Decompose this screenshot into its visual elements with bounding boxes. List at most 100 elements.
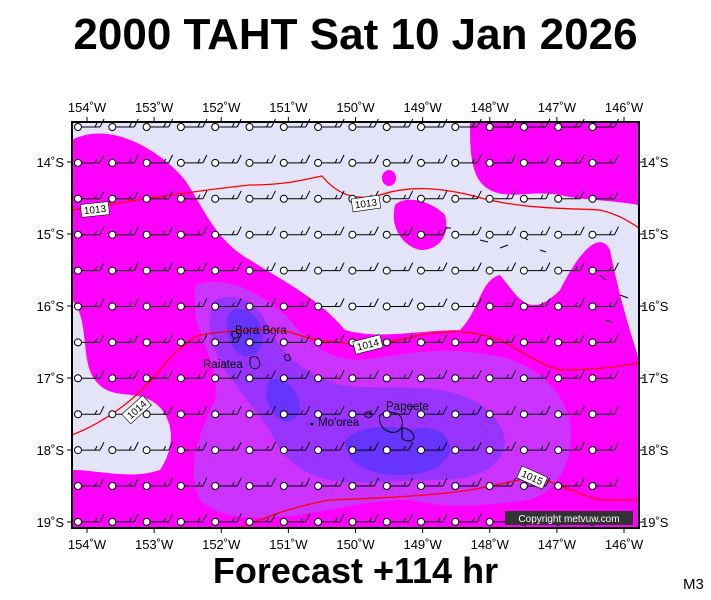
lon-tick-label: 148˚W <box>471 100 510 115</box>
wind-barb <box>314 513 345 526</box>
wind-barb <box>417 226 448 239</box>
wind-barb <box>382 334 414 347</box>
wind-barb <box>211 405 242 419</box>
lon-tick-label: 151˚W <box>269 537 308 552</box>
wind-barb <box>142 298 174 311</box>
wind-barb <box>142 477 174 490</box>
wind-barb <box>451 154 482 167</box>
lon-tick-label: 153˚W <box>135 537 174 552</box>
wind-barb <box>554 477 585 490</box>
wind-barb <box>108 190 139 203</box>
wind-barb <box>382 441 414 455</box>
island-bora-bora <box>231 330 239 339</box>
wind-barb <box>211 370 242 383</box>
wind-barb <box>348 477 379 490</box>
wind-barb <box>245 513 276 526</box>
wind-barb <box>74 513 105 526</box>
wind-barb <box>519 154 551 167</box>
wind-barb <box>554 262 585 275</box>
wind-barb <box>588 334 619 347</box>
wind-barb <box>382 226 414 239</box>
wind-barb <box>74 190 105 203</box>
wind-barb <box>314 441 345 455</box>
precip-cell-small <box>382 170 396 186</box>
wind-barb <box>485 154 517 167</box>
wind-barb <box>554 441 585 455</box>
wind-barb <box>485 262 517 275</box>
wind-barb <box>279 262 311 275</box>
wind-barb <box>279 441 311 455</box>
wind-barb <box>142 334 174 347</box>
wind-barb <box>142 190 174 203</box>
wind-barb <box>382 262 414 275</box>
wind-barb <box>588 190 619 203</box>
wind-barb <box>554 405 585 419</box>
wind-barb <box>314 154 345 167</box>
wind-barb <box>485 441 517 455</box>
wind-barb <box>108 441 139 455</box>
wind-barb <box>314 298 345 311</box>
wind-barb <box>382 405 414 419</box>
wind-barb <box>176 298 208 311</box>
wind-barb <box>417 441 448 455</box>
wind-barbs <box>74 118 619 526</box>
lat-tick-label: 17˚S <box>37 371 65 386</box>
wind-barb <box>176 226 208 239</box>
svg-text:1014: 1014 <box>356 337 381 353</box>
island-huahine <box>284 353 291 362</box>
wind-barb <box>245 334 276 347</box>
wind-barb <box>519 405 551 419</box>
wind-barb <box>211 190 242 203</box>
svg-text:1013: 1013 <box>354 197 378 211</box>
wind-barb <box>554 118 585 131</box>
wind-barb <box>279 370 311 383</box>
precip-zone-central-north <box>393 199 447 250</box>
place-labels: Bora Bora Raiatea Mo'orea Papeete <box>203 325 429 429</box>
wind-barb <box>417 405 448 419</box>
lon-tick-label: 147˚W <box>538 100 577 115</box>
wind-barb <box>142 370 174 383</box>
wind-barb <box>485 226 517 239</box>
wind-barb <box>451 334 482 347</box>
wind-barb <box>348 298 379 311</box>
wind-barb <box>74 334 105 347</box>
lat-tick-label: 15˚S <box>641 227 669 242</box>
lon-tick-label: 146˚W <box>605 537 644 552</box>
wind-barb <box>348 154 379 167</box>
wind-barb <box>211 262 242 275</box>
lat-tick-label: 17˚S <box>641 371 669 386</box>
wind-barb <box>108 298 139 311</box>
wind-barb <box>588 298 619 311</box>
wind-barb <box>74 154 105 167</box>
wind-barb <box>74 298 105 311</box>
isobar-label-1013-a: 1013 <box>80 201 110 218</box>
wind-barb <box>142 118 174 131</box>
wind-barb <box>142 405 174 419</box>
wind-barb <box>279 226 311 239</box>
wind-barb <box>314 190 345 203</box>
lat-tick-label: 19˚S <box>37 515 65 530</box>
lon-tick-label: 152˚W <box>202 537 241 552</box>
wind-barb <box>417 477 448 490</box>
place-label-moorea: Mo'orea <box>318 417 360 429</box>
wind-barb <box>211 298 242 311</box>
lon-tick-label: 147˚W <box>538 537 577 552</box>
wind-barb <box>519 262 551 275</box>
lat-tick-label: 16˚S <box>37 299 65 314</box>
wind-barb <box>554 226 585 239</box>
wind-barb <box>588 405 619 419</box>
wind-barb <box>279 477 311 490</box>
wind-barb <box>554 154 585 167</box>
wind-barb <box>245 298 276 311</box>
wind-barb <box>279 513 311 526</box>
wind-barb <box>211 513 242 526</box>
lat-tick-label: 14˚S <box>37 155 65 170</box>
wind-barb <box>314 118 345 131</box>
wind-barb <box>382 190 414 203</box>
wind-barb <box>245 405 276 419</box>
wind-barb <box>417 262 448 275</box>
island-raiatea <box>249 355 261 370</box>
wind-barb <box>211 477 242 490</box>
wind-barb <box>279 334 311 347</box>
wind-barb <box>108 334 139 347</box>
